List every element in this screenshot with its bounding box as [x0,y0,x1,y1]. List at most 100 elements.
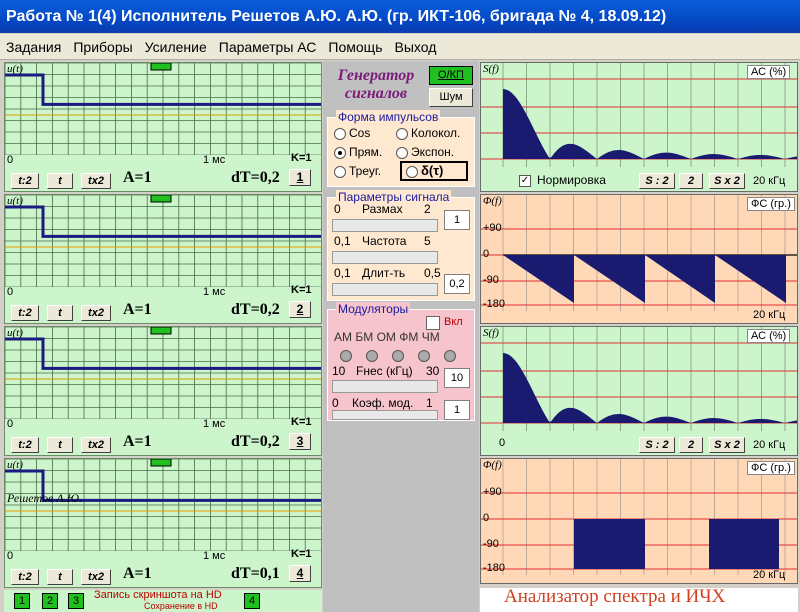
chm-radio-icon[interactable] [444,349,456,362]
menu-devices[interactable]: Приборы [73,39,133,55]
time-double-button[interactable]: tx2 [81,569,111,585]
oscilloscope-panel-1: u(t) 0 1 мс K=1 t:2 t tx2 A=1 dT=0,2 1 [4,62,322,192]
y-axis-label: S(f) [483,63,499,75]
time-reset-button[interactable]: t [47,305,73,321]
time-double-button[interactable]: tx2 [81,173,111,189]
spectrum-plot [481,195,797,311]
phase-tick: -90 [483,538,499,550]
amplitude-label: A=1 [123,565,152,582]
frequency-unit: 20 кГц [753,569,786,581]
phase-block [574,519,645,569]
fm-radio-icon[interactable] [418,349,430,362]
modulators-group: Модуляторы Вкл АМ БМ ОМ ФМ ЧМ 10 Fнес (к… [327,302,475,421]
channel-4-button[interactable]: 4 [244,593,260,609]
modulator-enable-label: Вкл [444,316,463,328]
spectrum-plot [481,327,797,431]
channel-2-button[interactable]: 2 [42,593,58,609]
phase-block [709,519,779,569]
oscilloscope-grid [4,62,321,156]
channel-number-button[interactable]: 4 [289,565,311,582]
radio-bell[interactable]: Колокол. [396,126,460,140]
fcarrier-value[interactable]: 10 [444,368,470,388]
time-double-button[interactable]: tx2 [81,437,111,453]
menu-exit[interactable]: Выход [394,39,437,55]
fcarrier-slider[interactable] [332,380,438,393]
menu-gain[interactable]: Усиление [144,39,207,55]
time-half-button[interactable]: t:2 [11,569,39,585]
oscilloscope-plot: u(t) [4,326,321,420]
scale-double-button[interactable]: S x 2 [709,173,745,189]
param-slider[interactable] [332,219,438,232]
analyzer-title: Анализатор спектра и ИЧХ [504,586,726,607]
time-reset-button[interactable]: t [47,173,73,189]
gain-label: K=1 [291,416,312,428]
modindex-slider[interactable] [332,410,438,420]
modulator-enable-checkbox[interactable] [426,316,440,330]
channel-3-button[interactable]: 3 [68,593,84,609]
param-slider[interactable] [332,283,438,296]
menu-bar: Задания Приборы Усиление Параметры АС Помощь… [0,34,800,60]
channel-1-button[interactable]: 1 [14,593,30,609]
generator-title: Генератор [337,67,415,84]
param-slider[interactable] [332,251,438,264]
time-reset-button[interactable]: t [47,437,73,453]
modindex-max: 1 [426,396,433,410]
menu-help[interactable]: Помощь [328,39,383,55]
frequency-unit: 20 кГц [753,439,786,451]
radio-cos[interactable]: Cos [334,126,370,140]
radio-circle-icon [396,146,408,159]
signature-text: Решетов А.Ю. [7,491,83,505]
oscilloscope-grid [4,326,321,420]
normalize-checkbox[interactable]: ✓ [519,175,531,187]
noise-button[interactable]: Шум [429,88,473,107]
scale-half-button[interactable]: S : 2 [639,173,675,189]
time-half-button[interactable]: t:2 [11,305,39,321]
frequency-unit: 20 кГц [753,175,786,187]
y-axis-label: u(t) [7,63,23,75]
channel-number-button[interactable]: 2 [289,301,311,318]
time-reset-button[interactable]: t [47,569,73,585]
time-half-button[interactable]: t:2 [11,173,39,189]
time-half-button[interactable]: t:2 [11,437,39,453]
radio-circle-icon [334,127,346,140]
om-radio-icon[interactable] [392,349,404,362]
delta-button[interactable]: δ(τ) [400,161,468,181]
channel-number-button[interactable]: 1 [289,169,311,186]
scale-reset-button[interactable]: 2 [679,173,703,189]
bm-radio-icon[interactable] [366,349,378,362]
phase-spectrum-panel: Φ(f) ФС (гр.) +90 0 -90 -180 20 кГц [480,194,798,324]
window-title: Работа № 1(4) Исполнитель Решетов А.Ю. А… [0,0,800,33]
param-value[interactable]: 1 [444,210,470,230]
phase-tick: -180 [483,298,506,310]
radio-circle-icon [334,165,346,178]
radio-circle-icon [406,165,418,178]
oscilloscope-plot: u(t) Решетов А.Ю. [4,458,321,552]
param-max: 0,5 [424,266,441,280]
modindex-value[interactable]: 1 [444,400,470,420]
scale-half-button[interactable]: S : 2 [639,437,675,453]
oscilloscope-controls: 0 1 мс K=1 t:2 t tx2 A=1 dT=0,2 2 [5,284,321,323]
modulator-radios [340,347,459,362]
am-radio-icon[interactable] [340,349,352,362]
scale-double-button[interactable]: S x 2 [709,437,745,453]
pulse-shape-group: Форма импульсов Cos Колокол. Прям. Экспо… [327,110,475,187]
record-bar: 1 2 3 Запись скриншота на HD Сохранение … [4,589,322,612]
scale-reset-button[interactable]: 2 [679,437,703,453]
time-double-button[interactable]: tx2 [81,305,111,321]
param-value[interactable]: 0,2 [444,274,470,294]
channel-number-button[interactable]: 3 [289,433,311,450]
x-axis-start: 0 [7,550,14,562]
radio-rect[interactable]: Прям. [334,145,382,159]
x-axis-end: 1 мс [203,154,226,166]
menu-as-params[interactable]: Параметры АС [218,39,317,55]
scale-badge: АС (%) [747,65,791,79]
radio-triangle[interactable]: Треуг. [334,164,381,178]
dt-label: dT=0,2 [231,433,280,450]
menu-tasks[interactable]: Задания [6,39,62,55]
radio-exp[interactable]: Экспон. [396,145,454,159]
okp-button[interactable]: О/КП [429,66,473,85]
phase-segment [715,255,786,303]
y-axis-label: Φ(f) [483,459,502,471]
modindex-label: Коэф. мод. [352,396,414,410]
